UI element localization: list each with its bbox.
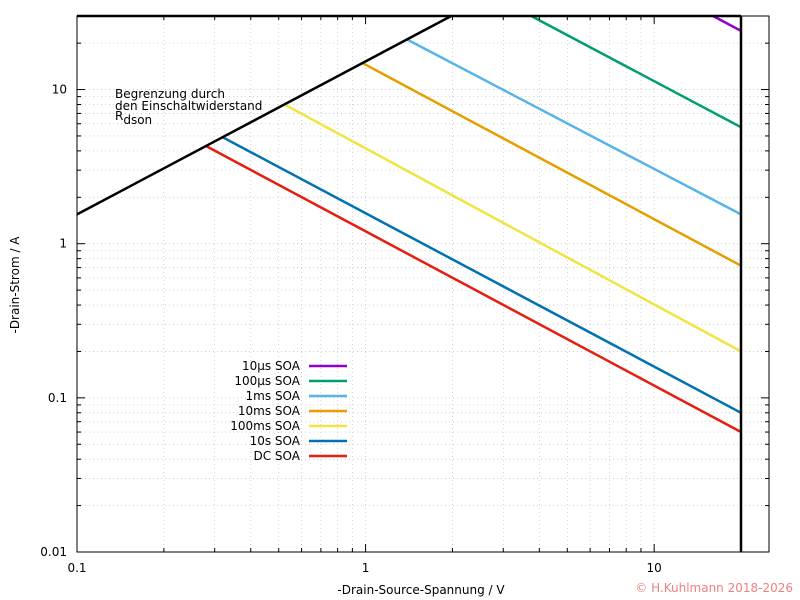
rdson-annotation: Begrenzung durch den Einschaltwiderstand…: [115, 87, 262, 127]
y-tick-label: 1: [59, 237, 67, 251]
legend-label: 1ms SOA: [246, 389, 301, 403]
annotation-rdson-sub: dson: [123, 113, 152, 127]
soa-line-10ms-soa: [362, 62, 742, 267]
legend-label: 10ms SOA: [238, 404, 301, 418]
x-tick-label: 10: [647, 561, 662, 575]
soa-line-10s-soa: [222, 136, 742, 414]
copyright-notice: © H.Kuhlmann 2018-2026: [635, 581, 793, 595]
boundary-line-rdson: [76, 14, 452, 216]
soa-line-100-s-soa: [530, 14, 742, 129]
annotation-line-3: Rdson: [115, 109, 152, 127]
legend-label: 100µs SOA: [234, 374, 300, 388]
x-tick-label: 0.1: [67, 561, 86, 575]
annotation-line-2: den Einschaltwiderstand: [115, 99, 262, 113]
annotation-rdson-r: R: [115, 109, 123, 123]
legend-label: 100ms SOA: [230, 419, 301, 433]
legend-label: DC SOA: [254, 449, 301, 463]
soa-line-dc-soa: [205, 144, 742, 434]
soa-line-10-s-soa: [712, 14, 742, 33]
annotation-line-1: Begrenzung durch: [115, 87, 225, 101]
soa-line-1ms-soa: [407, 38, 742, 216]
legend-label: 10µs SOA: [242, 359, 301, 373]
y-tick-label: 0.1: [48, 391, 67, 405]
y-tick-label: 0.01: [40, 545, 67, 559]
y-axis-title: -Drain-Strom / A: [8, 236, 22, 334]
x-axis-title: -Drain-Source-Spannung / V: [337, 583, 505, 597]
y-tick-label: 10: [52, 83, 67, 97]
x-tick-label: 1: [362, 561, 370, 575]
legend-label: 10s SOA: [250, 434, 301, 448]
soa-line-100ms-soa: [285, 104, 742, 353]
plot-frame: [76, 15, 770, 553]
